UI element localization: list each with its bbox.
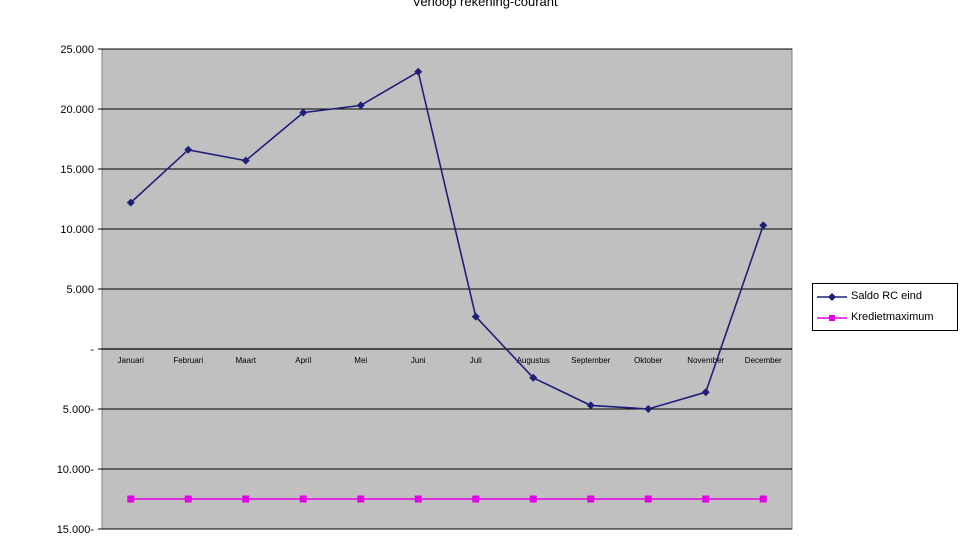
x-tick-label: Februari — [173, 356, 203, 365]
x-tick-label: Juni — [411, 356, 426, 365]
x-tick-label: Januari — [118, 356, 144, 365]
data-point — [242, 495, 250, 503]
data-point — [184, 145, 193, 154]
gridlines — [102, 48, 792, 530]
x-tick-label: Augustus — [517, 356, 550, 365]
legend-item-saldo: Saldo RC eind — [813, 287, 957, 307]
chart-title: Verloop rekening-courant — [412, 0, 558, 9]
x-tick-label: Oktober — [634, 356, 663, 365]
y-tick-label: 5.000 — [66, 284, 94, 296]
y-axis-ticks: 25.00020.00015.00010.0005.000-5.000-10.0… — [57, 44, 102, 536]
legend-krediet-marker — [817, 315, 847, 321]
legend: Saldo RC eind Kredietmaximum — [812, 283, 958, 331]
y-tick-label: 20.000 — [60, 104, 94, 116]
data-point — [701, 388, 710, 397]
series-line-0 — [130, 70, 765, 410]
data-point — [529, 373, 538, 382]
data-point — [184, 495, 192, 503]
data-point — [356, 101, 365, 110]
legend-krediet-label: Kredietmaximum — [851, 311, 934, 323]
data-point — [644, 495, 652, 503]
x-tick-label: Juli — [470, 356, 482, 365]
data-point — [702, 495, 710, 503]
data-point — [759, 495, 767, 503]
legend-saldo-label: Saldo RC eind — [851, 290, 922, 302]
data-point — [587, 495, 595, 503]
data-point — [126, 198, 135, 207]
x-tick-label: Maart — [236, 356, 257, 365]
y-tick-label: 5.000- — [63, 404, 95, 416]
data-point — [644, 405, 653, 413]
data-point — [357, 495, 365, 503]
data-point — [299, 495, 307, 503]
data-point — [529, 495, 537, 503]
x-axis-ticks: Januari Februari Maart April Mei Juni Juli Augu… — [118, 356, 782, 365]
x-tick-label: April — [295, 356, 311, 365]
data-point — [241, 156, 250, 165]
data-point — [414, 67, 423, 76]
data-point — [414, 495, 422, 503]
x-tick-label: November — [687, 356, 724, 365]
y-tick-label: 15.000 — [60, 164, 94, 176]
y-tick-label: - — [90, 344, 94, 356]
y-tick-label: 15.000- — [57, 524, 95, 536]
data-point — [759, 221, 768, 230]
y-tick-label: 25.000 — [60, 44, 94, 56]
legend-saldo-marker — [817, 293, 847, 301]
data-point — [472, 495, 480, 503]
y-tick-label: 10.000 — [60, 224, 94, 236]
legend-item-krediet: Kredietmaximum — [813, 308, 957, 328]
data-point — [471, 312, 480, 321]
x-tick-label: September — [571, 356, 610, 365]
data-point — [127, 495, 135, 503]
series-group — [126, 67, 768, 503]
x-tick-label: December — [745, 356, 782, 365]
y-tick-label: 10.000- — [57, 464, 95, 476]
data-point — [586, 401, 595, 410]
data-point — [299, 108, 308, 117]
x-tick-label: Mei — [354, 356, 367, 365]
